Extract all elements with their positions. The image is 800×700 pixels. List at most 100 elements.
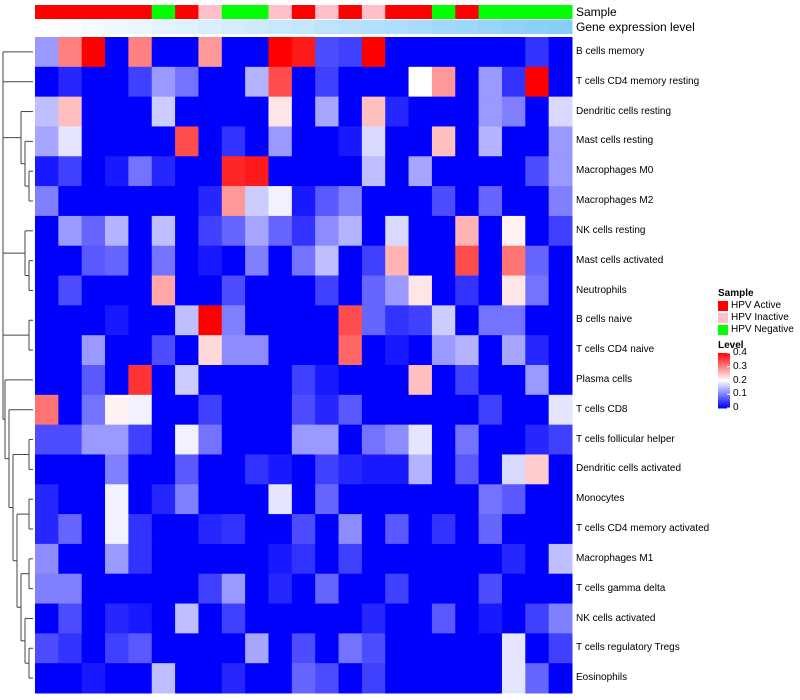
heatmap-cell bbox=[128, 484, 153, 515]
heatmap-cell bbox=[525, 66, 550, 98]
heatmap-cell bbox=[385, 603, 410, 634]
color-scale-step bbox=[718, 364, 730, 366]
heatmap-cell bbox=[501, 633, 526, 664]
color-scale-step bbox=[718, 355, 730, 358]
heatmap-cell bbox=[478, 156, 503, 187]
heatmap-cell bbox=[455, 215, 480, 247]
heatmap-cell bbox=[58, 305, 83, 336]
heatmap-cell bbox=[221, 335, 246, 366]
heatmap-cell bbox=[478, 394, 503, 426]
heatmap-cell bbox=[198, 573, 223, 605]
heatmap-cell bbox=[291, 543, 316, 575]
heatmap-cell bbox=[58, 66, 83, 98]
heatmap-cell bbox=[221, 96, 246, 127]
heatmap-cell bbox=[408, 215, 433, 247]
heatmap-cell bbox=[128, 365, 153, 396]
heatmap-cell bbox=[501, 335, 526, 366]
heatmap-cell bbox=[245, 603, 269, 634]
heatmap-cell bbox=[245, 543, 269, 575]
heatmap-cell bbox=[478, 96, 503, 127]
heatmap-cell bbox=[548, 215, 573, 247]
heatmap-cell bbox=[198, 365, 223, 396]
heatmap-cell bbox=[501, 245, 526, 277]
heatmap-cell bbox=[361, 37, 386, 68]
heatmap-cell bbox=[245, 186, 269, 217]
heatmap-cell bbox=[268, 96, 293, 127]
heatmap-cell bbox=[338, 66, 363, 98]
heatmap-cell bbox=[478, 603, 503, 634]
heatmap-cell bbox=[501, 37, 526, 68]
heatmap-cell bbox=[501, 663, 526, 694]
heatmap-cell bbox=[478, 365, 503, 396]
heatmap-cell bbox=[151, 454, 176, 485]
heatmap-cell bbox=[315, 96, 340, 127]
expression-annotation-cell bbox=[501, 20, 526, 34]
heatmap-cell bbox=[151, 37, 176, 68]
row-label: NK cells activated bbox=[576, 612, 656, 624]
heatmap-cell bbox=[455, 335, 480, 366]
heatmap-cell bbox=[58, 514, 83, 545]
heatmap-cell bbox=[175, 275, 199, 306]
heatmap-cell bbox=[431, 66, 456, 98]
heatmap-cell bbox=[105, 454, 129, 485]
heatmap-cell bbox=[385, 365, 410, 396]
heatmap-cell bbox=[338, 394, 363, 426]
heatmap-cell bbox=[385, 424, 410, 455]
heatmap-cell bbox=[315, 275, 340, 306]
heatmap-cell bbox=[128, 335, 153, 366]
heatmap-cell bbox=[58, 573, 83, 605]
heatmap-cell bbox=[385, 186, 410, 217]
heatmap-cell bbox=[105, 633, 129, 664]
gene-expression-annotation-track bbox=[35, 20, 573, 34]
heatmap-cell bbox=[431, 663, 456, 694]
heatmap-cell bbox=[221, 305, 246, 336]
sample-annotation-cell bbox=[151, 5, 176, 19]
heatmap-cell bbox=[221, 573, 246, 605]
heatmap-cell bbox=[361, 245, 386, 277]
color-scale-tick-label: 0.2 bbox=[733, 374, 747, 386]
heatmap-cell bbox=[408, 394, 433, 426]
heatmap-cell bbox=[385, 335, 410, 366]
heatmap-cell bbox=[175, 96, 199, 127]
heatmap-cell bbox=[198, 454, 223, 485]
color-scale-step bbox=[718, 403, 730, 406]
heatmap-cell bbox=[58, 96, 83, 127]
heatmap-cell bbox=[525, 514, 550, 545]
heatmap-cell bbox=[431, 365, 456, 396]
expression-annotation-cell bbox=[151, 20, 176, 34]
heatmap-cell bbox=[315, 394, 340, 426]
color-scale-step bbox=[718, 375, 730, 377]
heatmap-cell bbox=[385, 573, 410, 605]
heatmap-cell bbox=[408, 633, 433, 664]
heatmap-cell bbox=[198, 37, 223, 68]
heatmap-cell bbox=[175, 454, 199, 485]
heatmap-cell bbox=[385, 394, 410, 426]
heatmap-cell bbox=[501, 424, 526, 455]
heatmap-cell bbox=[81, 484, 106, 515]
expression-annotation-cell bbox=[81, 20, 106, 34]
heatmap-cell bbox=[81, 663, 106, 694]
heatmap-cell bbox=[221, 454, 246, 485]
heatmap-cell bbox=[431, 275, 456, 306]
heatmap-cell bbox=[525, 186, 550, 217]
heatmap-cell bbox=[548, 305, 573, 336]
heatmap-cell bbox=[338, 275, 363, 306]
heatmap-cell bbox=[128, 156, 153, 187]
heatmap-cell bbox=[175, 215, 199, 247]
heatmap-cell bbox=[81, 365, 106, 396]
heatmap-cell bbox=[525, 275, 550, 306]
heatmap-cell bbox=[35, 603, 59, 634]
heatmap-cell bbox=[338, 215, 363, 247]
expression-annotation-cell bbox=[35, 20, 59, 34]
heatmap-cell bbox=[338, 573, 363, 605]
heatmap-cell bbox=[385, 543, 410, 575]
heatmap-cell bbox=[455, 245, 480, 277]
heatmap-cell bbox=[58, 245, 83, 277]
heatmap-cell bbox=[291, 126, 316, 157]
heatmap-cell bbox=[151, 335, 176, 366]
color-scale-step bbox=[718, 386, 730, 388]
heatmap-cell bbox=[175, 484, 199, 515]
heatmap-cell bbox=[175, 37, 199, 68]
expression-annotation-cell bbox=[175, 20, 199, 34]
heatmap-cell bbox=[315, 484, 340, 515]
